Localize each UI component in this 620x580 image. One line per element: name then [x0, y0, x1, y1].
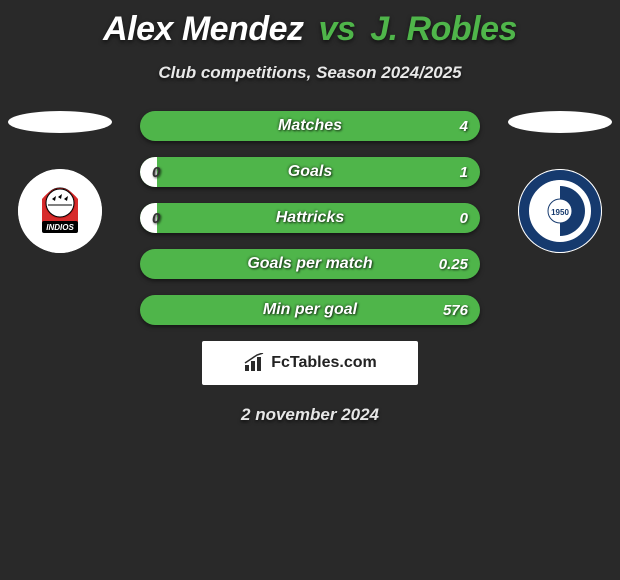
queretaro-badge-icon: 1950 QUERETARO	[518, 169, 602, 253]
title-vs: vs	[318, 10, 355, 48]
svg-text:INDIOS: INDIOS	[46, 223, 74, 232]
stat-right-value: 1	[460, 157, 468, 187]
player-left-avatar-placeholder	[8, 111, 112, 133]
stat-row-goals: 0 Goals 1	[140, 157, 480, 187]
stat-right-value: 0	[460, 203, 468, 233]
subtitle: Club competitions, Season 2024/2025	[0, 63, 620, 83]
watermark-text: FcTables.com	[271, 354, 377, 372]
stat-label: Matches	[140, 111, 480, 141]
date: 2 november 2024	[0, 405, 620, 425]
player-right-club-badge: 1950 QUERETARO	[518, 169, 602, 253]
stats-bars: Matches 4 0 Goals 1 0 Hattricks 0 Goals …	[140, 111, 480, 325]
indios-badge-icon: INDIOS	[18, 169, 102, 253]
stat-row-min-per-goal: Min per goal 576	[140, 295, 480, 325]
stat-row-goals-per-match: Goals per match 0.25	[140, 249, 480, 279]
title-player1: Alex Mendez	[103, 10, 303, 48]
stat-row-hattricks: 0 Hattricks 0	[140, 203, 480, 233]
stat-right-value: 0.25	[439, 249, 468, 279]
svg-text:1950: 1950	[551, 208, 569, 217]
bar-chart-icon	[243, 353, 267, 373]
player-right-avatar-placeholder	[508, 111, 612, 133]
stat-label: Goals per match	[140, 249, 480, 279]
player-right-column: 1950 QUERETARO	[500, 111, 620, 253]
title-player2: J. Robles	[370, 10, 517, 48]
player-left-column: INDIOS	[0, 111, 120, 253]
comparison-title: Alex Mendez vs J. Robles	[0, 0, 620, 49]
stat-label: Hattricks	[140, 203, 480, 233]
stat-right-value: 4	[460, 111, 468, 141]
stat-label: Min per goal	[140, 295, 480, 325]
watermark: FcTables.com	[202, 341, 418, 385]
stat-right-value: 576	[443, 295, 468, 325]
stat-label: Goals	[140, 157, 480, 187]
player-left-club-badge: INDIOS	[18, 169, 102, 253]
stat-row-matches: Matches 4	[140, 111, 480, 141]
